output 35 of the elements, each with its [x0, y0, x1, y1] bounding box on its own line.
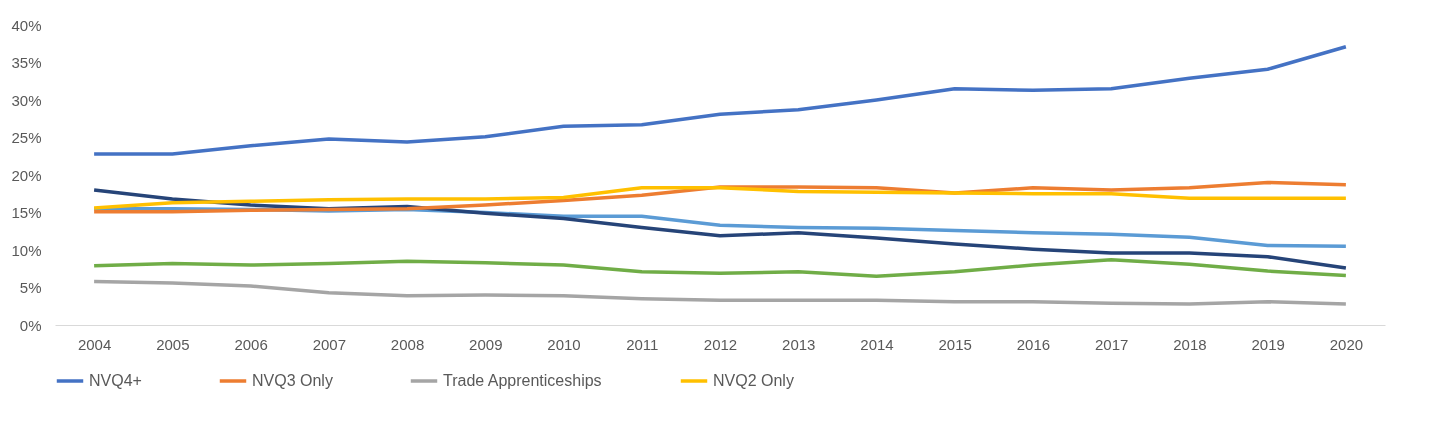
- x-tick-label: 2018: [1173, 335, 1207, 353]
- y-tick-label: 35%: [11, 54, 42, 71]
- legend-label: NVQ3 Only: [252, 372, 333, 389]
- x-tick-label: 2006: [234, 335, 268, 353]
- line-series: [92, 258, 1348, 278]
- x-tick-label: 2011: [626, 335, 659, 353]
- x-tick-label: 2017: [1094, 335, 1129, 353]
- y-tick-label: 40%: [11, 16, 42, 34]
- y-tick-label: 30%: [11, 91, 42, 109]
- x-tick-label: 2010: [547, 335, 581, 353]
- x-tick-label: 2008: [390, 335, 425, 353]
- line-series: [92, 180, 1348, 214]
- line-series: [92, 45, 1348, 156]
- y-tick-label: 5%: [19, 279, 42, 296]
- x-tick-label: 2007: [312, 335, 347, 353]
- x-tick-label: 2009: [469, 335, 503, 353]
- legend-label: Trade Apprenticeships: [443, 372, 602, 389]
- y-tick-label: 10%: [11, 241, 42, 259]
- x-tick-label: 2020: [1329, 335, 1364, 353]
- y-tick-label: 0%: [19, 316, 42, 334]
- legend-label: NVQ2 Only: [713, 372, 794, 389]
- line-series: [92, 279, 1348, 306]
- y-tick-label: 25%: [11, 129, 42, 146]
- line-series: [92, 186, 1348, 210]
- x-tick-label: 2016: [1016, 335, 1051, 353]
- x-tick-label: 2012: [703, 335, 738, 353]
- x-tick-label: 2005: [156, 335, 190, 353]
- x-tick-label: 2015: [938, 335, 972, 353]
- y-tick-label: 15%: [11, 204, 42, 221]
- y-tick-label: 20%: [11, 166, 42, 184]
- x-tick-label: 2019: [1251, 335, 1285, 353]
- legend-label: NVQ4+: [89, 372, 142, 389]
- x-tick-label: 2014: [860, 335, 894, 353]
- x-tick-label: 2004: [77, 335, 112, 353]
- x-tick-label: 2013: [782, 335, 816, 353]
